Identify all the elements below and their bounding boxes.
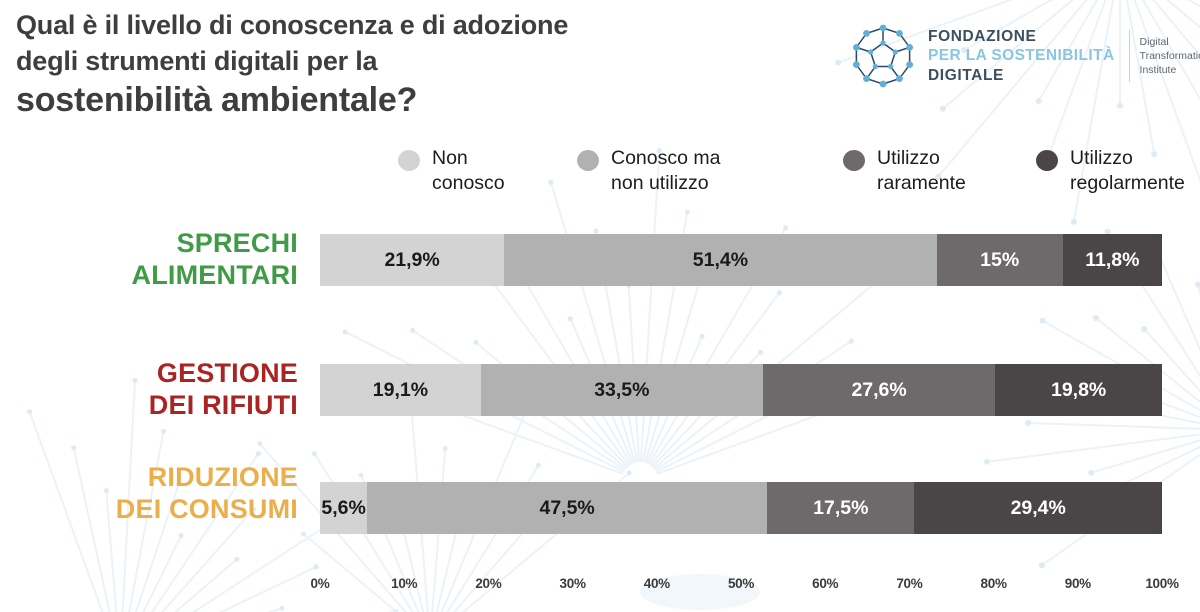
- stacked-bar-sprechi-alimentari: 21,9% 51,4% 15% 11,8%: [320, 234, 1162, 286]
- x-axis-tick: 80%: [980, 576, 1007, 591]
- legend-label-line1: Utilizzo: [1070, 147, 1133, 169]
- bar-segment-conosco-ma-non-utilizzo: 33,5%: [480, 364, 763, 416]
- logo-org-line-1: FONDAZIONE: [928, 27, 1037, 45]
- x-axis-tick: 30%: [559, 576, 586, 591]
- x-axis-tick: 40%: [643, 576, 670, 591]
- title-line-1: Qual è il livello di conoscenza e di ado…: [16, 10, 569, 40]
- stacked-bar-riduzione-dei-consumi: 5,6% 47,5% 17,5% 29,4%: [320, 482, 1162, 534]
- bar-segment-utilizzo-raramente: 15%: [936, 234, 1063, 286]
- x-axis-tick: 70%: [896, 576, 923, 591]
- legend-label-line2: raramente: [877, 172, 966, 195]
- x-axis-tick: 10%: [391, 576, 418, 591]
- title-line-3: sostenibilità ambientale?: [16, 81, 418, 120]
- bar-segment-conosco-ma-non-utilizzo: 51,4%: [504, 234, 937, 286]
- institute-line-3: Institute: [1139, 64, 1177, 77]
- x-axis-tick: 20%: [475, 576, 502, 591]
- category-label-riduzione-dei-consumi: RIDUZIONE DEI CONSUMI: [0, 462, 298, 526]
- legend-item-utilizzo-raramente: Utilizzo raramente: [843, 146, 966, 197]
- institute-line-2: Transformation: [1139, 49, 1200, 62]
- bar-segment-conosco-ma-non-utilizzo: 47,5%: [367, 482, 768, 534]
- legend-label-line2: non utilizzo: [611, 172, 709, 195]
- bar-segment-utilizzo-regolarmente: 11,8%: [1062, 234, 1162, 286]
- legend-dot-conosco-ma-non-utilizzo: [577, 150, 599, 171]
- legend-label: Non conosco: [432, 146, 505, 197]
- foundation-logo-text: FONDAZIONE PER LA SOSTENIBILITÀ DIGITALE: [928, 27, 1115, 85]
- logo-org-line-3: DIGITALE: [928, 66, 1004, 84]
- bar-segment-utilizzo-regolarmente: 29,4%: [914, 482, 1162, 534]
- legend-dot-utilizzo-regolarmente: [1036, 150, 1058, 171]
- page-title: Qual è il livello di conoscenza e di ado…: [16, 8, 756, 122]
- bar-segment-utilizzo-raramente: 17,5%: [767, 482, 915, 534]
- legend-label: Utilizzo raramente: [877, 146, 966, 197]
- legend-label-line1: Utilizzo: [877, 147, 940, 169]
- legend-label-line1: Non: [432, 147, 468, 169]
- bar-segment-utilizzo-regolarmente: 19,8%: [995, 364, 1162, 416]
- category-label-line2: ALIMENTARI: [131, 259, 298, 290]
- bar-segment-non-conosco: 5,6%: [320, 482, 368, 534]
- legend-dot-non-conosco: [398, 150, 420, 171]
- institute-line-1: Digital: [1139, 35, 1169, 48]
- institute-logo-text: Digital Transformation Institute: [1140, 35, 1200, 78]
- stacked-bar-gestione-dei-rifiuti: 19,1% 33,5% 27,6% 19,8%: [320, 364, 1162, 416]
- category-label-line2: DEI RIFIUTI: [148, 389, 298, 420]
- x-axis-tick: 50%: [727, 576, 755, 591]
- title-line-2: degli strumenti digitali per la: [16, 45, 378, 76]
- x-axis-tick: 0%: [310, 576, 330, 591]
- logo-divider: [1128, 30, 1130, 82]
- x-axis-tick: 100%: [1145, 576, 1179, 591]
- bar-segment-non-conosco: 19,1%: [320, 364, 481, 416]
- x-axis-tick: 90%: [1064, 576, 1091, 591]
- x-axis-tick: 60%: [812, 576, 839, 591]
- category-label-sprechi-alimentari: SPRECHI ALIMENTARI: [0, 228, 298, 292]
- bar-segment-non-conosco: 21,9%: [320, 234, 505, 286]
- legend-label-line2: regolarmente: [1070, 172, 1185, 195]
- x-axis: 0% 10% 20% 30% 40% 50% 60% 70% 80% 90% 1…: [311, 576, 1179, 596]
- category-label-gestione-dei-rifiuti: GESTIONE DEI RIFIUTI: [0, 358, 298, 422]
- foundation-logo: FONDAZIONE PER LA SOSTENIBILITÀ DIGITALE…: [848, 20, 1200, 92]
- legend-item-non-conosco: Non conosco: [398, 146, 505, 197]
- legend-item-utilizzo-regolarmente: Utilizzo regolarmente: [1036, 146, 1185, 197]
- logo-org-line-2: PER LA SOSTENIBILITÀ: [928, 47, 1115, 65]
- category-label-line2: DEI CONSUMI: [115, 493, 298, 524]
- category-label-line1: SPRECHI: [176, 228, 298, 258]
- legend-item-conosco-ma-non-utilizzo: Conosco ma non utilizzo: [577, 146, 720, 197]
- bar-segment-utilizzo-raramente: 27,6%: [762, 364, 996, 416]
- legend-label: Conosco ma non utilizzo: [611, 146, 720, 197]
- legend-dot-utilizzo-raramente: [843, 150, 865, 171]
- category-label-line1: RIDUZIONE: [147, 462, 298, 492]
- legend-label: Utilizzo regolarmente: [1070, 146, 1185, 197]
- legend-label-line1: Conosco ma: [611, 147, 721, 169]
- category-label-line1: GESTIONE: [156, 358, 298, 388]
- fullerene-network-icon: [852, 24, 914, 88]
- legend-label-line2: conosco: [432, 172, 505, 195]
